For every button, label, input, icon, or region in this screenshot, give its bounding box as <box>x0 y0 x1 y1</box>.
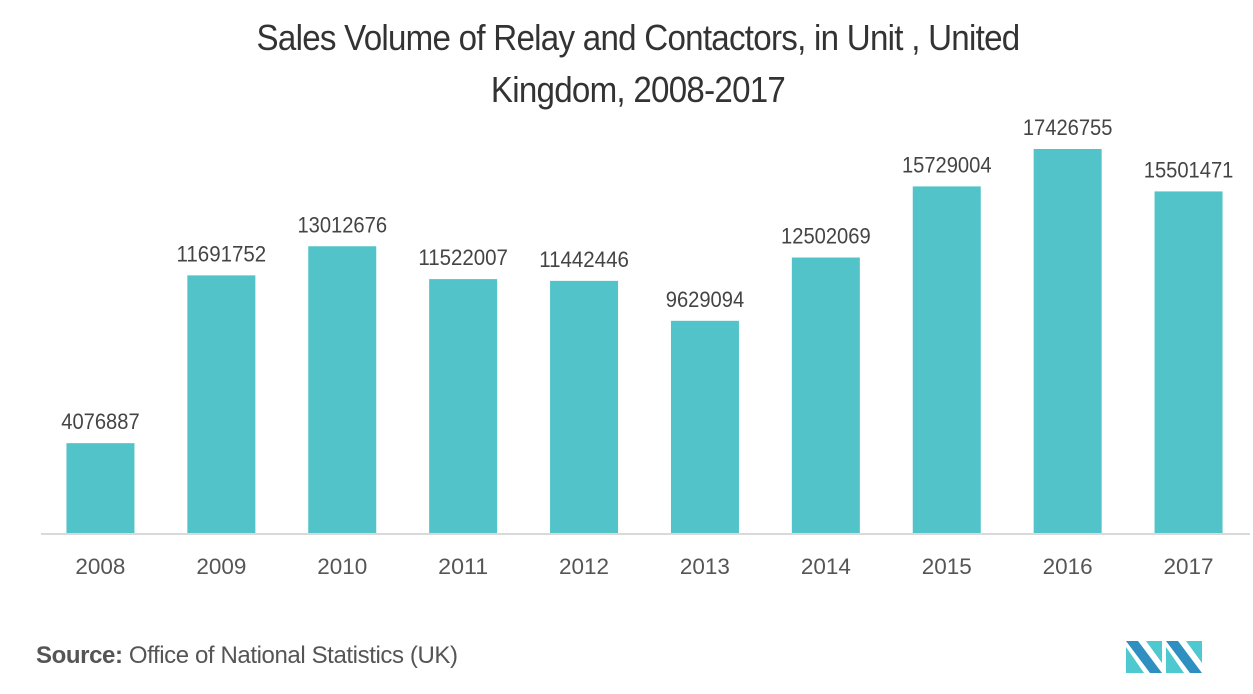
data-label-2015: 15729004 <box>902 152 992 177</box>
source-text: Office of National Statistics (UK) <box>128 642 458 669</box>
x-tick-label-2016: 2016 <box>1043 554 1093 579</box>
data-label-2016: 17426755 <box>1023 115 1113 140</box>
bar-2012 <box>550 280 619 533</box>
data-label-2009: 11691752 <box>177 241 267 266</box>
bar-2010 <box>308 246 377 534</box>
x-tick-label-2012: 2012 <box>559 554 609 579</box>
chart-title-line-1: Sales Volume of Relay and Contactors, in… <box>256 17 1021 58</box>
bar-2017 <box>1154 191 1223 533</box>
bar-2013 <box>670 320 739 533</box>
bar-2008 <box>66 443 135 533</box>
x-tick-label-2017: 2017 <box>1164 554 1214 579</box>
source-note: Source: Office of National Statistics (U… <box>36 642 458 670</box>
data-label-2013: 9629094 <box>666 287 744 312</box>
chart-title-line-2: Kingdom, 2008-2017 <box>490 69 786 110</box>
data-label-2017: 15501471 <box>1144 157 1234 182</box>
chart-title: Sales Volume of Relay and Contactors, in… <box>51 12 1225 116</box>
bar-2016 <box>1033 149 1102 533</box>
bar-2014 <box>791 257 860 533</box>
data-label-2012: 11442446 <box>539 247 629 272</box>
x-tick-label-2008: 2008 <box>75 554 125 579</box>
data-label-2010: 13012676 <box>297 212 387 237</box>
bar-2015 <box>912 186 981 533</box>
x-tick-label-2009: 2009 <box>196 554 246 579</box>
x-tick-label-2014: 2014 <box>801 554 851 579</box>
bar-2011 <box>429 279 498 533</box>
x-tick-label-2010: 2010 <box>317 554 367 579</box>
bar-2009 <box>187 275 256 533</box>
x-tick-label-2011: 2011 <box>438 554 488 579</box>
data-label-2008: 4076887 <box>61 409 139 434</box>
x-tick-label-2015: 2015 <box>922 554 972 579</box>
data-label-2014: 12502069 <box>781 224 871 249</box>
x-tick-label-2013: 2013 <box>680 554 730 579</box>
mordor-intelligence-logo-icon <box>1126 641 1202 673</box>
source-label: Source: <box>36 642 123 669</box>
data-label-2011: 11522007 <box>418 245 508 270</box>
